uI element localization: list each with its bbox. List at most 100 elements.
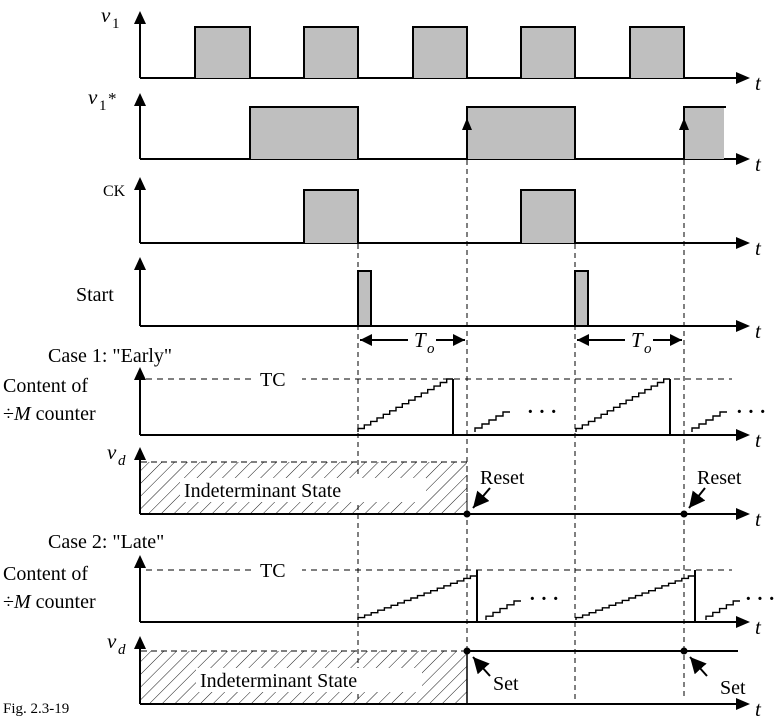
case2-vd-time-arrow [736, 698, 750, 710]
start-label: Start [76, 284, 114, 306]
period-2-left-arrow [577, 334, 589, 346]
case1-reset-dot-1 [463, 510, 471, 518]
case1-reset-arrow-2 [688, 487, 706, 509]
period-2-right-arrow [670, 334, 682, 346]
figure-label: Fig. 2.3-19 [3, 701, 69, 717]
case1-vd-t-label: t [755, 507, 762, 531]
case1-ellipsis-2: · · · [736, 401, 766, 423]
case2-set-label-2: Set [720, 677, 746, 699]
v1star-pulse-3 [684, 107, 724, 159]
v1-t-label: t [755, 71, 762, 95]
case2-state-text: Indeterminant State [200, 670, 357, 692]
v1-pulse-2 [303, 26, 359, 78]
case1-indeterminant-border [141, 461, 468, 514]
case1-reset-dot-2 [680, 510, 688, 518]
case1-counter-ramp-2 [474, 411, 510, 432]
case1-tc-label: TC [260, 369, 286, 391]
case1-state-text: Indeterminant State [184, 480, 341, 502]
v1star-label-sub: 1 [99, 98, 107, 114]
case2-vd-label-sub: d [118, 642, 126, 658]
case1-reset-label-2: Reset [697, 467, 742, 489]
period-2-label-sub: o [644, 341, 652, 357]
ck-pulse-2 [520, 189, 576, 243]
guide-lines [357, 160, 685, 700]
case1-reset-arrow-1 [472, 487, 491, 509]
case2-set-dot-1 [463, 647, 471, 655]
ck-label: CK [103, 183, 126, 200]
case2-counter-y-arrow [134, 555, 146, 568]
case1-title: Case 1: "Early" [48, 345, 172, 367]
case1-vd-label: v [107, 440, 117, 464]
case2-counter-line2: ÷M counter [3, 591, 96, 613]
case1-vd: v d t Indeterminant State Reset Reset [107, 440, 762, 531]
v1-signal: v 1 t [101, 3, 762, 95]
case2-counter-t-label: t [755, 615, 762, 639]
case1-vd-time-arrow [736, 508, 750, 520]
period-1-label-sub: o [427, 341, 435, 357]
case2-vd: v d t Indeterminant State Set Set [107, 629, 762, 717]
case1-state-text-bg [180, 478, 426, 502]
case1-vd-y-arrow [134, 447, 146, 460]
period-1-right-arrow [453, 334, 465, 346]
case1-reset-label-1: Reset [480, 467, 525, 489]
v1star-rising-arrowhead-1 [462, 118, 472, 130]
case1-tc-bg [256, 368, 302, 388]
v1-pulse-3 [412, 26, 468, 78]
v1-pulse-4 [520, 26, 576, 78]
case1-counter-ramp-4 [691, 411, 727, 432]
v1star-rising-arrowhead-2 [679, 118, 689, 130]
start-t-label: t [755, 319, 762, 343]
start-pulse-2 [574, 270, 589, 327]
case2-ellipsis-1: · · · [529, 588, 559, 610]
case1-counter: Content of ÷M counter t TC · · · · · · [3, 367, 766, 452]
period-1-label: T [414, 328, 427, 352]
case2-counter-ramp-1 [357, 575, 477, 620]
v1-time-arrow [736, 72, 750, 84]
case2-set-arrow-1 [472, 656, 491, 677]
v1star-pulse-1 [249, 106, 359, 159]
case2-tc-label: TC [260, 560, 286, 582]
case2-counter-ramp-2 [485, 600, 521, 620]
case2-set-label-1: Set [493, 673, 519, 695]
case1-counter-time-arrow [736, 429, 750, 441]
start-time-arrow [736, 320, 750, 332]
case2-vd-y-arrow [134, 636, 146, 649]
case2-state-text-bg [196, 668, 422, 692]
ck-time-arrow [736, 237, 750, 249]
v1star-signal: v 1 * t [88, 85, 762, 176]
start-y-arrow [134, 257, 146, 270]
case1-counter-t-label: t [755, 428, 762, 452]
case2-counter: Content of ÷M counter t TC · · · · · · [3, 555, 775, 639]
v1-y-arrow [134, 11, 146, 24]
case1-counter-ramp-3 [575, 378, 670, 432]
start-signal: Start t [76, 257, 762, 343]
ck-t-label: t [755, 236, 762, 260]
case2-set-arrow-2 [689, 656, 708, 677]
case2-counter-time-arrow [736, 616, 750, 628]
case1-counter-line2: ÷M counter [3, 403, 96, 425]
v1star-time-arrow [736, 153, 750, 165]
case1-counter-line1: Content of [3, 375, 88, 397]
start-pulse-1 [357, 270, 372, 327]
ck-signal: CK t [103, 177, 762, 260]
v1-label-sub: 1 [112, 16, 120, 32]
v1-pulse-1 [140, 26, 251, 79]
ck-pulse-1 [303, 189, 359, 243]
case2-vd-t-label: t [755, 697, 762, 717]
case2-tc-bg [256, 559, 302, 579]
v1-label: v [101, 3, 111, 27]
v1star-label: v [88, 85, 98, 109]
case2-set-dot-2 [680, 647, 688, 655]
case1-counter-ramp-1 [357, 378, 453, 432]
case2-ellipsis-2: · · · [745, 588, 775, 610]
v1-pulse-5 [629, 26, 685, 78]
v1star-y-arrow [134, 93, 146, 106]
case2-counter-ramp-3 [575, 575, 695, 620]
v1star-t-label: t [755, 152, 762, 176]
period-1-left-arrow [360, 334, 372, 346]
case2-counter-ramp-4 [705, 600, 740, 620]
period-2-label: T [631, 328, 644, 352]
case2-counter-line1: Content of [3, 563, 88, 585]
case1-vd-label-sub: d [118, 453, 126, 469]
